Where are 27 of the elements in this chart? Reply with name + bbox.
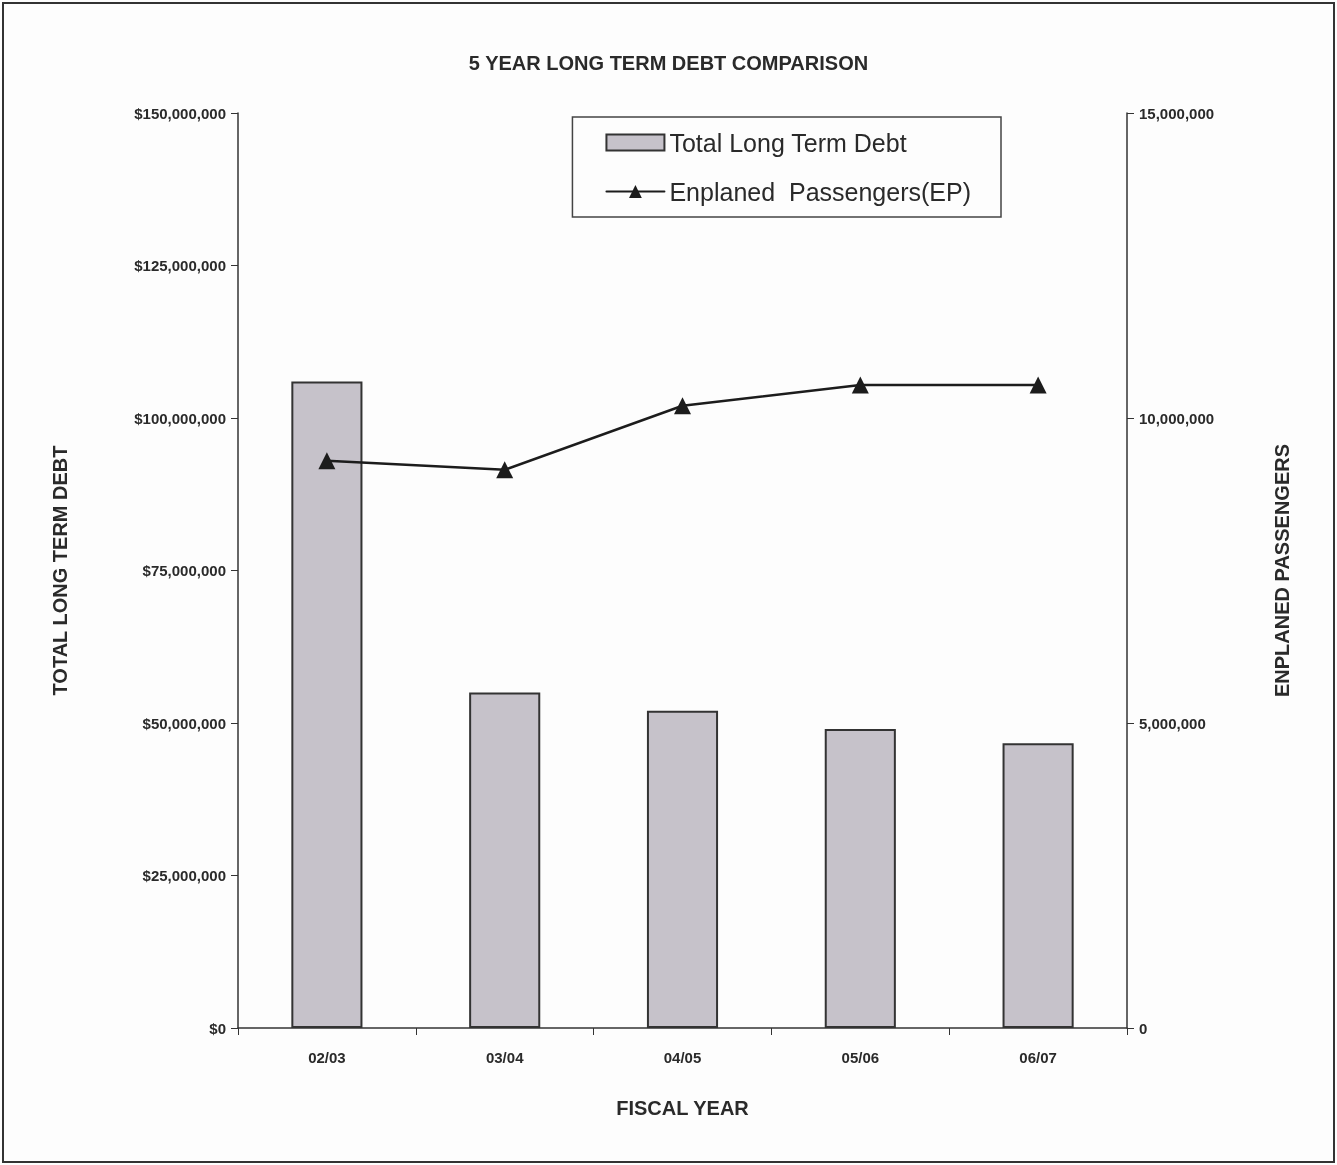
point — [674, 397, 691, 415]
x-tick-label: 05/06 — [841, 1049, 880, 1066]
y-tick-label: $75,000,000 — [142, 562, 226, 579]
legend-label: Enplaned Passengers(EP) — [669, 177, 971, 206]
point — [1029, 376, 1047, 394]
x-tick-label: 06/07 — [1019, 1049, 1057, 1066]
y2-tick-label: 0 — [1139, 1019, 1148, 1037]
y2-tick-label: 5,000,000 — [1139, 714, 1206, 732]
y2-axis-title: ENPLANED PASSENGERS — [1271, 443, 1293, 698]
y-tick-label: $125,000,000 — [134, 257, 226, 274]
y2-tick-label: 15,000,000 — [1139, 104, 1215, 122]
point — [496, 461, 514, 479]
y-tick-label: $50,000,000 — [142, 714, 226, 732]
x-axis-title: FISCAL YEAR — [616, 1097, 750, 1119]
x-tick-label: 04/05 — [663, 1049, 702, 1066]
point — [851, 376, 869, 394]
y-tick-label: $150,000,000 — [134, 104, 226, 122]
x-tick-label: 03/04 — [485, 1049, 525, 1066]
y-tick-label: $25,000,000 — [142, 867, 226, 884]
point — [318, 452, 336, 470]
y-tick-label: $100,000,000 — [134, 409, 226, 427]
x-tick-label: 02/03 — [308, 1049, 346, 1066]
y-tick-label: $0 — [209, 1019, 226, 1037]
y2-tick-label: 10,000,000 — [1139, 409, 1215, 427]
chart-title: 5 YEAR LONG TERM DEBT COMPARISON — [468, 52, 869, 74]
y-axis-title: TOTAL LONG TERM DEBT — [49, 445, 71, 696]
legend-label: Total Long Term Debt — [669, 128, 907, 157]
